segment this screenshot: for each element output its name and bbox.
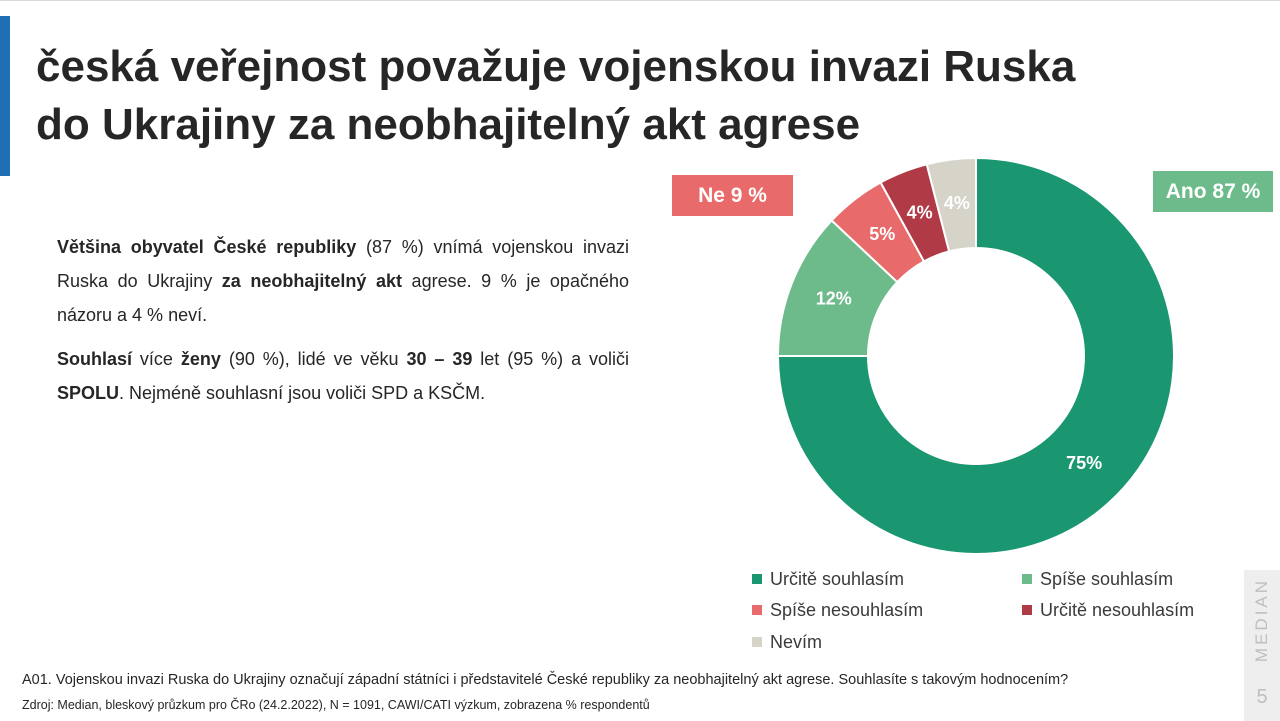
- text-run: 30 – 39: [406, 349, 473, 369]
- legend-item-urcite-souhlasim: Určitě souhlasím: [752, 568, 904, 590]
- legend-label: Spíše souhlasím: [1040, 569, 1174, 589]
- text-run: ženy: [180, 349, 221, 369]
- badge-ne: Ne 9 %: [672, 175, 793, 216]
- summary-paragraph-1: Většina obyvatel České republiky (87 %) …: [57, 230, 629, 332]
- legend-label: Určitě nesouhlasím: [1040, 600, 1195, 620]
- legend-swatch: [1022, 605, 1032, 615]
- legend-item-spise-nesouhlasim: Spíše nesouhlasím: [752, 599, 923, 621]
- legend-swatch: [752, 637, 762, 647]
- source-note: Zdroj: Median, bleskový průzkum pro ČRo …: [22, 698, 650, 712]
- text-run: Většina obyvatel České republiky: [57, 237, 357, 257]
- legend-label: Spíše nesouhlasím: [770, 600, 924, 620]
- slice-nevim: [925, 156, 977, 253]
- legend-item-spise-souhlasim: Spíše souhlasím: [1022, 568, 1173, 590]
- slide-title: česká veřejnost považuje vojenskou invaz…: [36, 42, 1076, 149]
- slice-label-spise-nesouhlasim: 5%: [869, 224, 895, 244]
- text-run: let (95 %) a voliči: [472, 349, 630, 369]
- slice-urcite-souhlasim: [776, 156, 1175, 555]
- title-accent-bar: [0, 16, 10, 176]
- slice-label-nevim: 4%: [944, 193, 970, 213]
- donut-slices: [776, 156, 1175, 555]
- slice-label-urcite-nesouhlasim: 4%: [907, 202, 933, 222]
- legend-swatch: [752, 605, 762, 615]
- donut-slice-labels: 75% 12% 5% 4% 4%: [816, 193, 1102, 473]
- page-number: 5: [1256, 686, 1268, 708]
- text-run: SPOLU: [57, 383, 120, 403]
- text-run: agrese. 9 % je opačného názoru a 4 % nev…: [57, 271, 629, 325]
- legend-swatch: [752, 574, 762, 584]
- summary-paragraph-2: Souhlasí více ženy (90 %), lidé ve věku …: [57, 342, 629, 410]
- brand-strip: [1244, 570, 1280, 721]
- legend-label: Nevím: [770, 632, 823, 652]
- legend-swatch: [1022, 574, 1032, 584]
- summary-text: Většina obyvatel České republiky (87 %) …: [57, 230, 629, 420]
- text-run: (87 %) vnímá vojenskou invazi Ruska do U…: [57, 237, 629, 291]
- question-footnote: A01. Vojenskou invazi Ruska do Ukrajiny …: [22, 672, 1069, 688]
- text-run: více: [132, 349, 181, 369]
- legend-item-urcite-nesouhlasim: Určitě nesouhlasím: [1022, 599, 1194, 621]
- text-run: (90 %), lidé ve věku: [220, 349, 407, 369]
- text-run: Souhlasí: [57, 349, 133, 369]
- legend-item-nevim: Nevím: [752, 631, 822, 653]
- text-run: . Nejméně souhlasní jsou voliči SPD a KS…: [119, 383, 486, 403]
- slice-label-urcite-souhlasim: 75%: [1066, 453, 1102, 473]
- text-run: za neobhajitelný akt: [221, 271, 402, 291]
- brand-logo: MEDIAN: [1252, 577, 1271, 663]
- slice-label-spise-souhlasim: 12%: [816, 288, 852, 308]
- badge-ano: Ano 87 %: [1153, 171, 1273, 212]
- legend-label: Určitě souhlasím: [770, 569, 905, 589]
- top-rule: [0, 0, 1280, 1]
